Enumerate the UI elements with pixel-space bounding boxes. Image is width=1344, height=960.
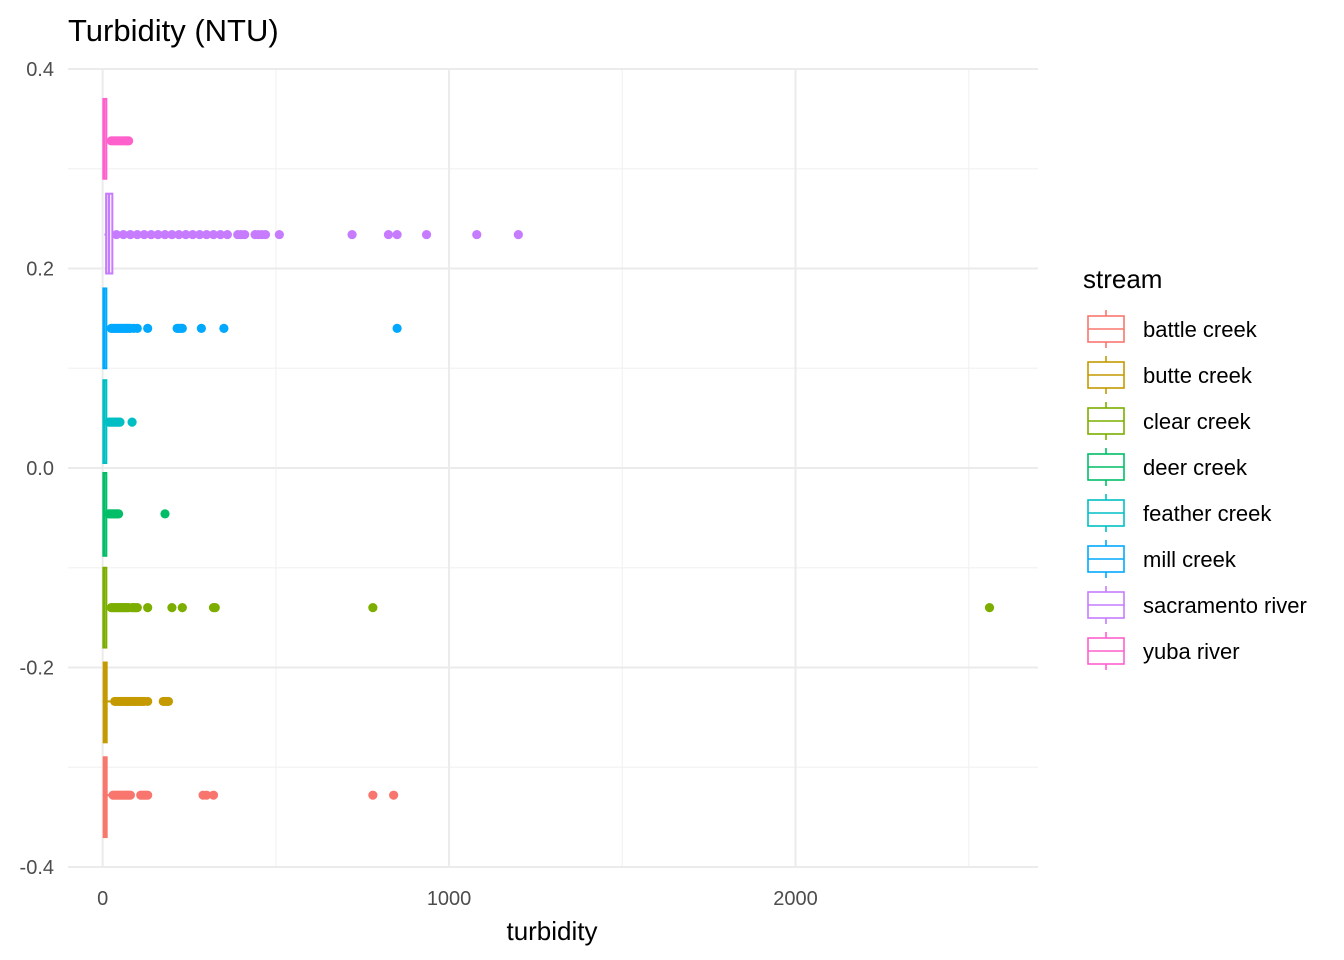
outlier-point [208,229,219,240]
outlier-point [195,229,205,240]
legend-label: battle creek [1143,317,1258,342]
legend-title: stream [1083,264,1162,294]
outlier-point [143,696,153,707]
legend-label: sacramento river [1143,593,1307,618]
outlier-point [383,229,394,240]
outlier-point [222,229,232,240]
outlier-point [201,229,212,240]
legend-item: feather creek [1087,494,1272,532]
legend-label: butte creek [1143,363,1253,388]
data-layer [102,97,995,839]
outlier-point [115,417,125,427]
legend-label: deer creek [1143,455,1248,480]
outlier-point [125,229,135,240]
x-axis-title: turbidity [506,916,597,946]
outlier-point [208,790,219,800]
outlier-point [111,229,122,240]
legend-item: sacramento river [1087,586,1307,624]
grid-layer [68,68,1038,868]
outlier-point [472,229,482,240]
outlier-point [118,229,129,240]
outlier-point [167,603,177,613]
x-tick-label: 1000 [427,888,472,910]
outlier-point [984,603,995,613]
outlier-point [368,790,378,800]
series-yuba-river [102,97,134,180]
outlier-point [139,229,149,240]
outlier-point [146,229,156,240]
series-feather-creek [102,379,137,465]
outlier-point [132,323,142,333]
outlier-point [160,229,170,240]
series-battle-creek [102,756,399,839]
outlier-point [143,323,153,333]
outlier-point [124,136,134,146]
outlier-point [163,696,174,707]
x-tick-label: 0 [97,888,108,910]
series-deer-creek [102,471,170,557]
outlier-point [188,229,198,240]
legend: battle creek butte creek clear creek deer c… [1087,310,1307,670]
outlier-point [113,509,124,519]
legend-item: mill creek [1087,540,1237,578]
outlier-point [368,603,378,613]
outlier-point [143,603,153,613]
outlier-point [196,323,206,333]
outlier-point [153,229,163,240]
outlier-point [167,229,177,240]
outlier-point [392,229,402,240]
series-mill-creek [102,287,402,370]
legend-item: deer creek [1087,448,1248,486]
outlier-point [160,509,170,519]
x-tick-labels: 0 1000 2000 [97,888,818,910]
series-butte-creek [102,661,174,744]
outlier-point [132,603,142,613]
outlier-point [389,790,399,800]
series-sacramento-river [104,192,523,275]
legend-item: butte creek [1087,356,1253,394]
outlier-point [127,417,137,427]
outlier-point [347,229,357,240]
y-tick-label: -0.4 [20,857,54,879]
legend-label: mill creek [1143,547,1237,572]
outlier-point [421,229,432,240]
series-clear-creek [102,566,995,649]
outlier-point [392,323,402,333]
y-tick-label: 0.2 [26,259,54,281]
outlier-point [177,603,187,613]
outlier-point [219,323,229,333]
outlier-point [274,229,284,240]
y-tick-label: 0.0 [26,458,54,480]
chart-title: Turbidity (NTU) [68,13,279,48]
legend-label: clear creek [1143,409,1252,434]
outlier-point [240,229,250,240]
legend-item: yuba river [1087,632,1240,670]
outlier-point [513,229,523,240]
legend-item: battle creek [1087,310,1258,348]
outlier-point [125,790,135,800]
outlier-point [143,790,153,800]
outlier-point [181,229,191,240]
legend-label: feather creek [1143,501,1272,526]
y-tick-labels: -0.4 -0.2 0.0 0.2 0.4 [20,59,54,879]
y-tick-label: -0.2 [20,658,54,680]
outlier-point [260,229,271,240]
outlier-point [174,229,184,240]
y-tick-label: 0.4 [26,59,54,81]
outlier-point [210,603,220,613]
legend-label: yuba river [1143,639,1240,664]
outlier-point [177,323,187,333]
x-tick-label: 2000 [773,888,818,910]
outlier-point [215,229,226,240]
legend-item: clear creek [1087,402,1252,440]
outlier-point [132,229,142,240]
outlier-point [201,790,212,800]
